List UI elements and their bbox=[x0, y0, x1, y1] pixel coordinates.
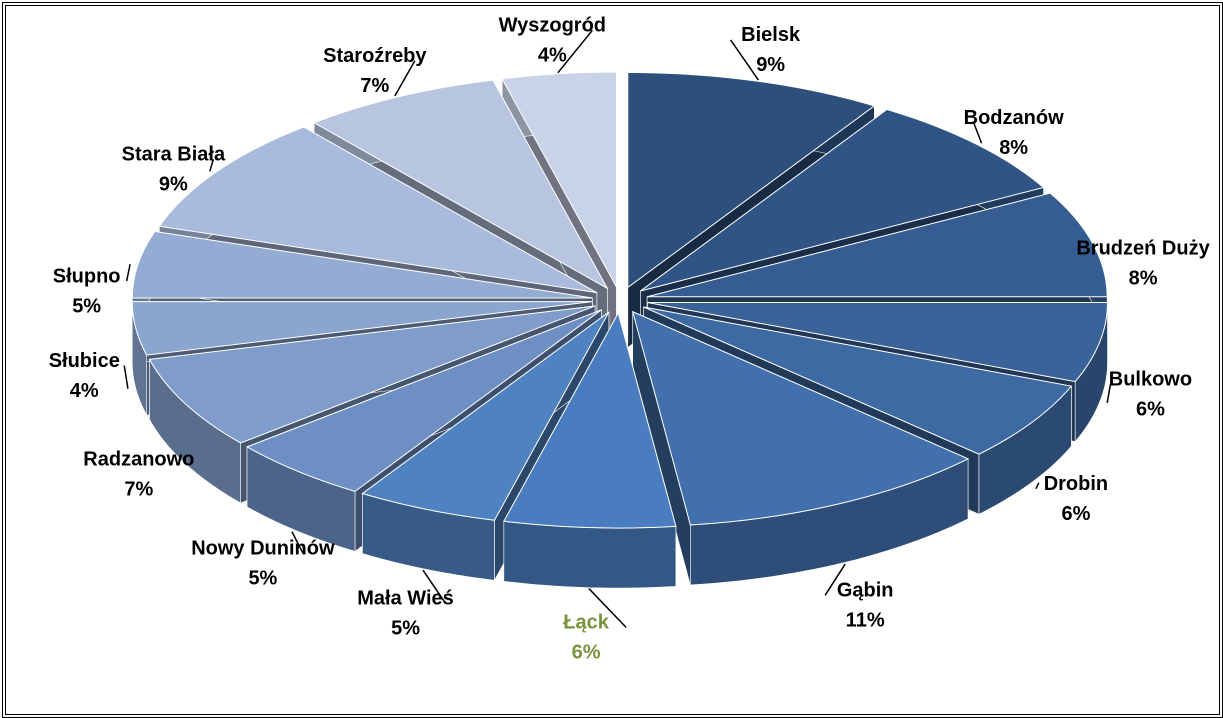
leader-line bbox=[209, 159, 215, 172]
slice-top bbox=[640, 108, 1045, 292]
category-label: Bodzanów bbox=[964, 107, 1064, 129]
category-label: Bielsk bbox=[741, 24, 801, 46]
category-label: Wyszogród bbox=[499, 15, 606, 37]
slice-top bbox=[158, 126, 598, 294]
value-label: 4% bbox=[538, 45, 567, 67]
value-label: 8% bbox=[1129, 268, 1158, 290]
leader-line bbox=[588, 588, 627, 628]
slice-top bbox=[131, 301, 593, 356]
slice-top bbox=[312, 79, 609, 290]
leader-line bbox=[123, 365, 129, 389]
leader-line bbox=[422, 569, 447, 604]
leader-line bbox=[972, 122, 983, 144]
category-label: Mała Wieś bbox=[357, 588, 454, 610]
slice-top bbox=[627, 71, 876, 289]
slice-top bbox=[646, 192, 1108, 298]
slice-top bbox=[131, 230, 593, 299]
leader-line bbox=[291, 531, 304, 554]
value-label: 6% bbox=[572, 642, 601, 664]
value-label: 5% bbox=[248, 567, 277, 589]
category-label: Gąbin bbox=[837, 580, 894, 602]
slice-top bbox=[503, 311, 677, 529]
value-label: 5% bbox=[391, 618, 420, 640]
category-label: Staroźreby bbox=[323, 45, 427, 67]
leader-line bbox=[1099, 242, 1104, 254]
value-label: 8% bbox=[999, 137, 1028, 159]
category-label: Bulkowo bbox=[1109, 368, 1192, 390]
category-label: Drobin bbox=[1044, 473, 1108, 495]
category-label: Słupno bbox=[53, 265, 121, 287]
slice-top bbox=[245, 309, 602, 492]
category-label: Stara Biała bbox=[122, 144, 226, 166]
leader-line bbox=[730, 39, 759, 81]
slice-top bbox=[501, 71, 617, 288]
leader-line bbox=[125, 264, 131, 282]
leader-line bbox=[557, 29, 593, 74]
value-label: 6% bbox=[1136, 398, 1165, 420]
slice-top bbox=[148, 305, 596, 444]
value-label: 11% bbox=[846, 610, 885, 632]
value-label: 9% bbox=[756, 54, 785, 76]
category-label: Nowy Duninów bbox=[191, 537, 335, 559]
slice-side bbox=[503, 520, 677, 589]
category-label: Łąck bbox=[563, 612, 609, 634]
category-label: Radzanowo bbox=[83, 448, 194, 470]
leader-line bbox=[394, 60, 416, 97]
slice-top bbox=[361, 311, 610, 521]
slice bbox=[503, 311, 677, 589]
slice bbox=[631, 310, 970, 586]
value-label: 5% bbox=[72, 295, 101, 317]
value-label: 9% bbox=[159, 174, 188, 196]
slice-top bbox=[643, 306, 1073, 455]
leader-line bbox=[1035, 482, 1040, 490]
category-label: Brudzeń Duży bbox=[1076, 238, 1210, 260]
leader-line bbox=[824, 563, 846, 596]
value-label: 4% bbox=[70, 380, 99, 402]
category-label: Słubice bbox=[49, 350, 120, 372]
slice-top bbox=[631, 310, 970, 526]
slice-top bbox=[647, 301, 1109, 383]
value-label: 6% bbox=[1061, 503, 1090, 525]
value-label: 7% bbox=[124, 478, 153, 500]
leader-line bbox=[1106, 384, 1112, 404]
value-label: 7% bbox=[360, 75, 389, 97]
